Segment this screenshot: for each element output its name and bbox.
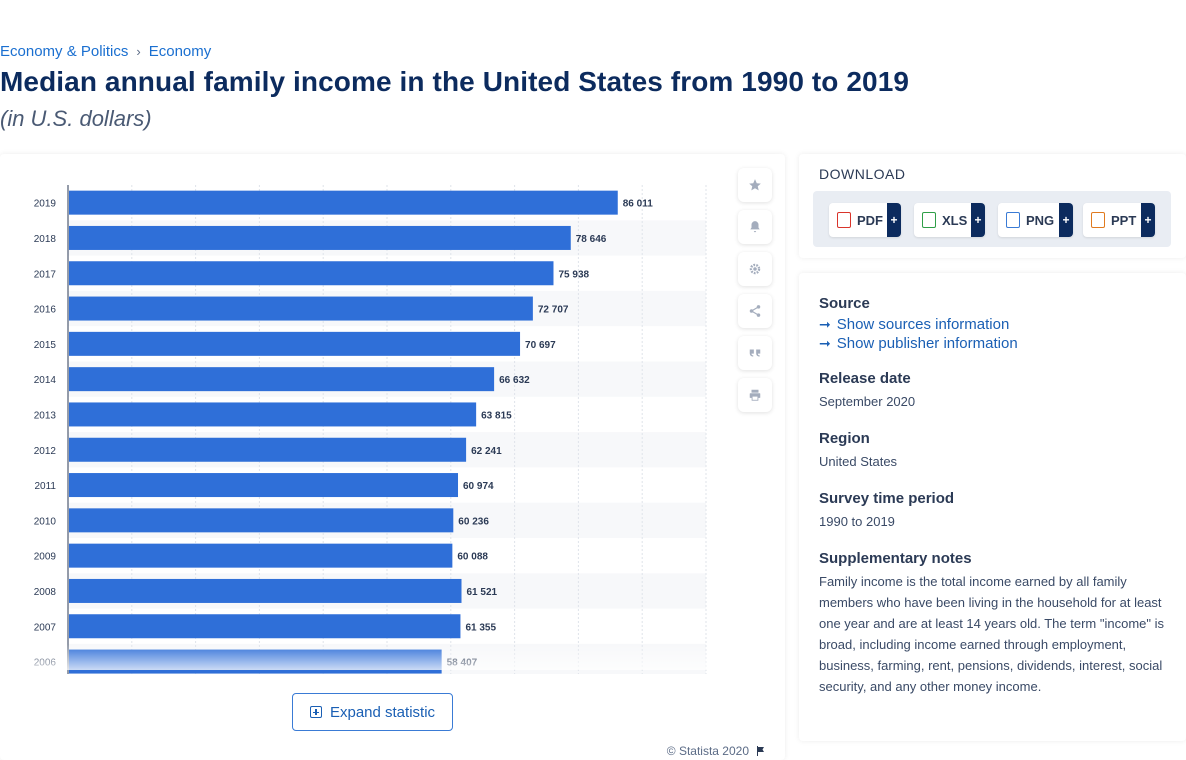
breadcrumb-economy-politics[interactable]: Economy & Politics <box>0 43 129 60</box>
quote-icon[interactable] <box>738 336 772 370</box>
region-value: United States <box>819 454 898 469</box>
tick-label-2019: 2019 <box>34 199 57 210</box>
tick-label-2011: 2011 <box>34 481 56 492</box>
tick-label-2014: 2014 <box>34 375 57 386</box>
download-bar: PDF + XLS + PNG + PPT + <box>813 191 1171 247</box>
tick-label-2008: 2008 <box>34 587 57 598</box>
bar-2013[interactable] <box>69 402 477 427</box>
plus-icon: + <box>971 203 985 237</box>
bar-2015[interactable] <box>69 331 521 356</box>
star-icon[interactable] <box>738 168 772 202</box>
pdf-file-icon <box>837 212 851 228</box>
download-png-label: PNG <box>1026 212 1055 228</box>
bar-2018[interactable] <box>69 225 571 250</box>
bar-2014[interactable] <box>69 367 495 392</box>
survey-period-value: 1990 to 2019 <box>819 514 895 529</box>
data-label-2019: 86 011 <box>623 199 653 210</box>
data-label-2016: 72 707 <box>538 305 569 316</box>
chart-tools <box>738 168 772 420</box>
print-icon[interactable] <box>738 378 772 412</box>
tick-label-2012: 2012 <box>34 446 57 457</box>
breadcrumb-economy[interactable]: Economy <box>148 43 212 60</box>
show-publisher-text: Show publisher information <box>836 335 1018 352</box>
bar-2007[interactable] <box>69 614 461 639</box>
tick-label-2016: 2016 <box>34 305 57 316</box>
data-label-2006: 58 407 <box>447 658 478 669</box>
download-heading: DOWNLOAD <box>819 166 906 182</box>
bar-2012[interactable] <box>69 437 467 462</box>
survey-period-label: Survey time period <box>819 490 955 507</box>
download-ppt-label: PPT <box>1111 212 1137 228</box>
supplementary-notes-label: Supplementary notes <box>819 550 972 567</box>
data-label-2011: 60 974 <box>463 481 494 492</box>
bar-2019[interactable] <box>69 190 618 215</box>
plus-icon: + <box>1059 203 1073 237</box>
chart-panel: 2019 86 011 2018 78 646 2017 75 938 2016 72 707… <box>0 154 785 760</box>
data-label-2013: 63 815 <box>481 410 512 421</box>
data-label-2014: 66 632 <box>499 375 530 386</box>
tick-label-2007: 2007 <box>34 622 57 633</box>
share-icon[interactable] <box>738 294 772 328</box>
download-pdf-button[interactable]: PDF + <box>829 203 901 237</box>
region-label: Region <box>819 430 870 447</box>
plus-icon: + <box>887 203 901 237</box>
show-sources-link[interactable]: ➞ Show sources information <box>819 316 1166 333</box>
bell-icon[interactable] <box>738 210 772 244</box>
breadcrumb-separator: › <box>136 44 141 59</box>
show-publisher-link[interactable]: ➞ Show publisher information <box>819 335 1166 352</box>
bar-2006[interactable] <box>69 649 442 674</box>
release-date-value: September 2020 <box>819 394 916 409</box>
tick-label-2010: 2010 <box>34 516 57 527</box>
data-label-2008: 61 521 <box>467 587 498 598</box>
flag-icon[interactable] <box>755 745 767 757</box>
expand-statistic-label: Expand statistic <box>329 703 436 721</box>
release-date-label: Release date <box>819 370 911 387</box>
download-panel: DOWNLOAD PDF + XLS + PNG + PPT + <box>799 154 1186 258</box>
data-label-2012: 62 241 <box>471 446 502 457</box>
tick-label-2009: 2009 <box>34 552 57 563</box>
tick-label-2013: 2013 <box>34 410 57 421</box>
tick-label-2006: 2006 <box>34 658 57 669</box>
expand-icon <box>309 706 322 718</box>
download-png-button[interactable]: PNG + <box>998 203 1073 237</box>
bar-2017[interactable] <box>69 261 554 286</box>
data-label-2007: 61 355 <box>465 622 496 633</box>
source-label: Source <box>819 295 870 312</box>
plus-icon: + <box>1141 203 1155 237</box>
info-panel: Source ➞ Show sources information ➞ Show… <box>799 273 1186 741</box>
page-subtitle: (in U.S. dollars) <box>0 106 152 131</box>
data-label-2015: 70 697 <box>525 340 556 351</box>
tick-label-2017: 2017 <box>34 269 57 280</box>
bar-2016[interactable] <box>69 296 533 321</box>
png-file-icon <box>1006 212 1020 228</box>
tick-label-2015: 2015 <box>34 340 57 351</box>
download-xls-button[interactable]: XLS + <box>914 203 985 237</box>
ppt-file-icon <box>1091 212 1105 228</box>
page-title: Median annual family income in the Unite… <box>0 66 910 97</box>
tick-label-2018: 2018 <box>34 234 57 245</box>
gear-icon[interactable] <box>738 252 772 286</box>
data-label-2017: 75 938 <box>558 269 589 280</box>
copyright-text: © Statista 2020 <box>666 744 749 758</box>
data-label-2018: 78 646 <box>576 234 607 245</box>
arrow-right-icon: ➞ <box>819 335 831 351</box>
bar-2010[interactable] <box>69 508 454 533</box>
data-label-2010: 60 236 <box>458 516 489 527</box>
download-pdf-label: PDF <box>857 212 883 228</box>
show-sources-text: Show sources information <box>836 316 1010 333</box>
download-xls-label: XLS <box>942 212 968 228</box>
supplementary-notes-value: Family income is the total income earned… <box>819 574 1165 694</box>
xls-file-icon <box>922 212 936 228</box>
data-label-2009: 60 088 <box>457 552 488 563</box>
breadcrumb: Economy & Politics › Economy <box>0 43 211 60</box>
bar-chart: 2019 86 011 2018 78 646 2017 75 938 2016 72 707… <box>34 185 707 674</box>
bar-2008[interactable] <box>69 578 462 603</box>
bar-2011[interactable] <box>69 473 459 498</box>
expand-statistic-button[interactable]: Expand statistic <box>292 693 453 731</box>
copyright: © Statista 2020 <box>667 744 767 758</box>
arrow-right-icon: ➞ <box>819 316 831 332</box>
download-ppt-button[interactable]: PPT + <box>1083 203 1155 237</box>
bar-2009[interactable] <box>69 543 453 568</box>
